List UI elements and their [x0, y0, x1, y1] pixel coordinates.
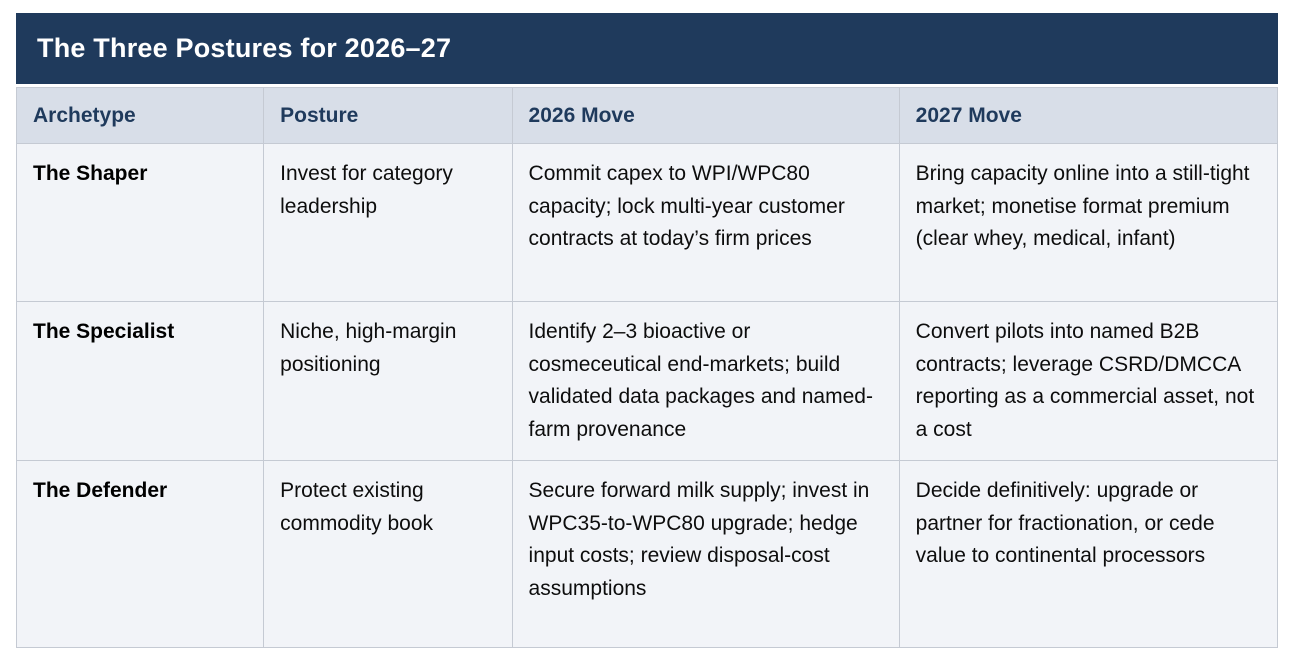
move-2027-cell: Decide definitively: upgrade or partner … [898, 460, 1279, 649]
move-2027-cell: Convert pilots into named B2B contracts;… [898, 300, 1279, 462]
postures-table: Archetype Posture 2026 Move 2027 Move Th… [15, 87, 1279, 649]
table-title-bar: The Three Postures for 2026–27 [16, 13, 1278, 84]
column-header-2026-move: 2026 Move [511, 87, 900, 144]
move-2026-cell: Identify 2–3 bioactive or cosmeceutical … [511, 300, 900, 462]
table-title: The Three Postures for 2026–27 [37, 33, 452, 63]
posture-cell: Invest for category leadership [263, 143, 513, 302]
column-header-2027-move: 2027 Move [898, 87, 1279, 144]
move-2026-cell: Secure forward milk supply; invest in WP… [511, 460, 900, 649]
header-row: Archetype Posture 2026 Move 2027 Move [15, 87, 1279, 144]
table-row-specialist: The Specialist Niche, high-margin positi… [15, 300, 1279, 462]
table-row-shaper: The Shaper Invest for category leadershi… [15, 143, 1279, 302]
move-2027-cell: Bring capacity online into a still-tight… [898, 143, 1279, 302]
archetype-cell: The Specialist [15, 300, 265, 462]
move-2026-cell: Commit capex to WPI/WPC80 capacity; lock… [511, 143, 900, 302]
table-row-defender: The Defender Protect existing commodity … [15, 460, 1279, 649]
column-header-posture: Posture [263, 87, 513, 144]
archetype-cell: The Shaper [15, 143, 265, 302]
posture-cell: Niche, high-margin positioning [263, 300, 513, 462]
archetype-cell: The Defender [15, 460, 265, 649]
posture-cell: Protect existing commodity book [263, 460, 513, 649]
postures-table-card: The Three Postures for 2026–27 Archetype… [15, 13, 1279, 649]
column-header-archetype: Archetype [15, 87, 265, 144]
